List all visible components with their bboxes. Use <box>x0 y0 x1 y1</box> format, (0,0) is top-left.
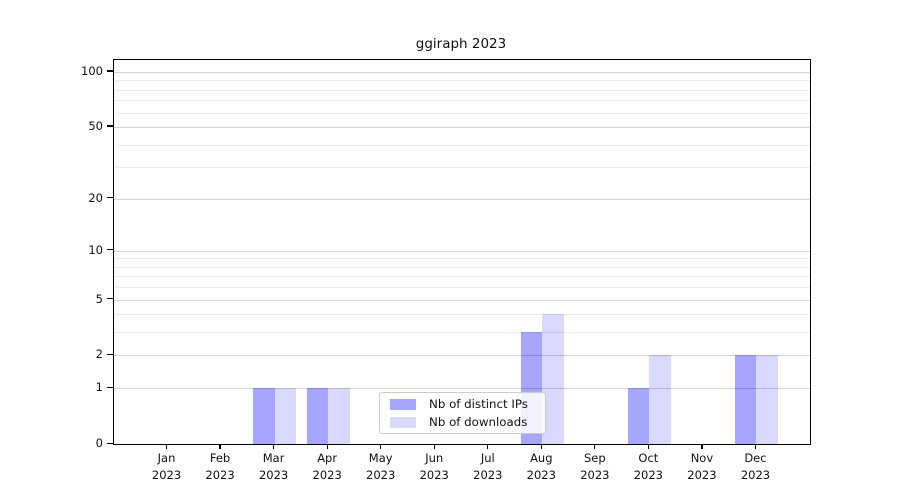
bar-downloads <box>542 314 564 444</box>
x-axis-tick-label: Dec 2023 <box>740 451 771 482</box>
bar-downloads <box>756 355 778 444</box>
y-gridline-minor <box>114 276 810 278</box>
y-gridline-minor <box>114 287 810 289</box>
x-axis-tick <box>219 444 221 449</box>
y-axis-tick <box>107 298 113 300</box>
y-gridline-minor <box>114 332 810 334</box>
y-gridline-minor <box>114 144 810 146</box>
y-gridline-minor <box>114 167 810 169</box>
bar-distinct-ips <box>735 355 757 444</box>
x-axis-tick <box>487 444 489 449</box>
y-gridline-minor <box>114 100 810 102</box>
y-gridline-minor <box>114 80 810 82</box>
y-axis-tick <box>107 70 113 72</box>
x-axis-tick <box>165 444 168 449</box>
plot-area <box>113 59 811 445</box>
y-axis-tick-label: 5 <box>95 291 103 306</box>
x-axis-tick <box>594 444 596 449</box>
legend-label-downloads: Nb of downloads <box>429 415 528 429</box>
x-axis-tick-label: Jul 2023 <box>473 451 503 482</box>
y-axis-tick <box>107 353 113 356</box>
y-gridline-major <box>114 299 810 301</box>
y-axis-tick-label: 10 <box>88 242 103 257</box>
x-axis-tick-label: Jun 2023 <box>419 451 449 482</box>
y-axis-tick-label: 100 <box>81 63 103 78</box>
y-axis-tick-label: 2 <box>95 347 103 362</box>
legend-item-downloads: Nb of downloads <box>380 415 545 429</box>
x-axis-tick-label: Sep 2023 <box>580 451 610 482</box>
x-axis-tick-label: Aug 2023 <box>526 451 556 482</box>
legend-swatch-downloads-icon <box>390 416 416 428</box>
y-axis-tick <box>107 125 113 127</box>
x-axis-tick <box>540 444 542 449</box>
x-axis-tick-label: Feb 2023 <box>205 451 235 482</box>
bar-downloads <box>274 388 297 444</box>
y-gridline-minor <box>114 266 810 268</box>
x-axis-tick <box>701 444 703 449</box>
bar-distinct-ips <box>627 388 650 444</box>
x-axis-tick <box>433 444 435 449</box>
x-axis-tick <box>647 444 649 449</box>
y-gridline-minor <box>114 89 810 91</box>
x-axis-tick <box>380 444 382 449</box>
y-gridline-major <box>114 71 810 73</box>
x-axis-tick-label: May 2023 <box>366 451 396 482</box>
y-axis-tick <box>107 386 113 388</box>
y-gridline-major <box>114 250 810 252</box>
y-gridline-major <box>114 388 810 390</box>
bar-distinct-ips <box>253 388 275 444</box>
y-axis-tick <box>107 249 113 251</box>
y-gridline-minor <box>114 314 810 316</box>
x-axis-tick <box>754 444 757 449</box>
x-axis-tick-label: Nov 2023 <box>687 451 717 482</box>
y-gridline-major <box>114 198 810 200</box>
y-axis-tick-label: 50 <box>88 118 103 133</box>
y-axis-tick <box>107 442 113 444</box>
y-axis-tick <box>107 197 113 199</box>
bar-downloads <box>649 355 671 444</box>
y-gridline-major <box>114 355 810 357</box>
legend-label-distinct-ips: Nb of distinct IPs <box>429 397 528 411</box>
y-axis-tick-label: 20 <box>88 190 103 205</box>
x-axis-tick <box>273 444 275 449</box>
x-axis-tick-label: Oct 2023 <box>633 451 664 482</box>
bar-distinct-ips <box>306 388 329 444</box>
legend-swatch-distinct-ips-icon <box>390 398 416 410</box>
y-axis-tick-label: 0 <box>95 436 103 450</box>
bar-downloads <box>328 388 350 444</box>
x-axis-tick <box>326 444 328 449</box>
legend: Nb of distinct IPs Nb of downloads <box>379 392 546 434</box>
y-gridline-major <box>114 126 810 128</box>
legend-item-distinct-ips: Nb of distinct IPs <box>380 397 545 411</box>
x-axis-tick-label: Apr 2023 <box>312 451 342 482</box>
y-axis-tick-label: 1 <box>95 380 103 395</box>
x-axis-tick-label: Mar 2023 <box>258 451 289 482</box>
chart-title: ggiraph 2023 <box>415 36 507 52</box>
x-axis-tick-label: Jan 2023 <box>151 451 182 482</box>
y-gridline-minor <box>114 112 810 114</box>
y-gridline-minor <box>114 258 810 260</box>
